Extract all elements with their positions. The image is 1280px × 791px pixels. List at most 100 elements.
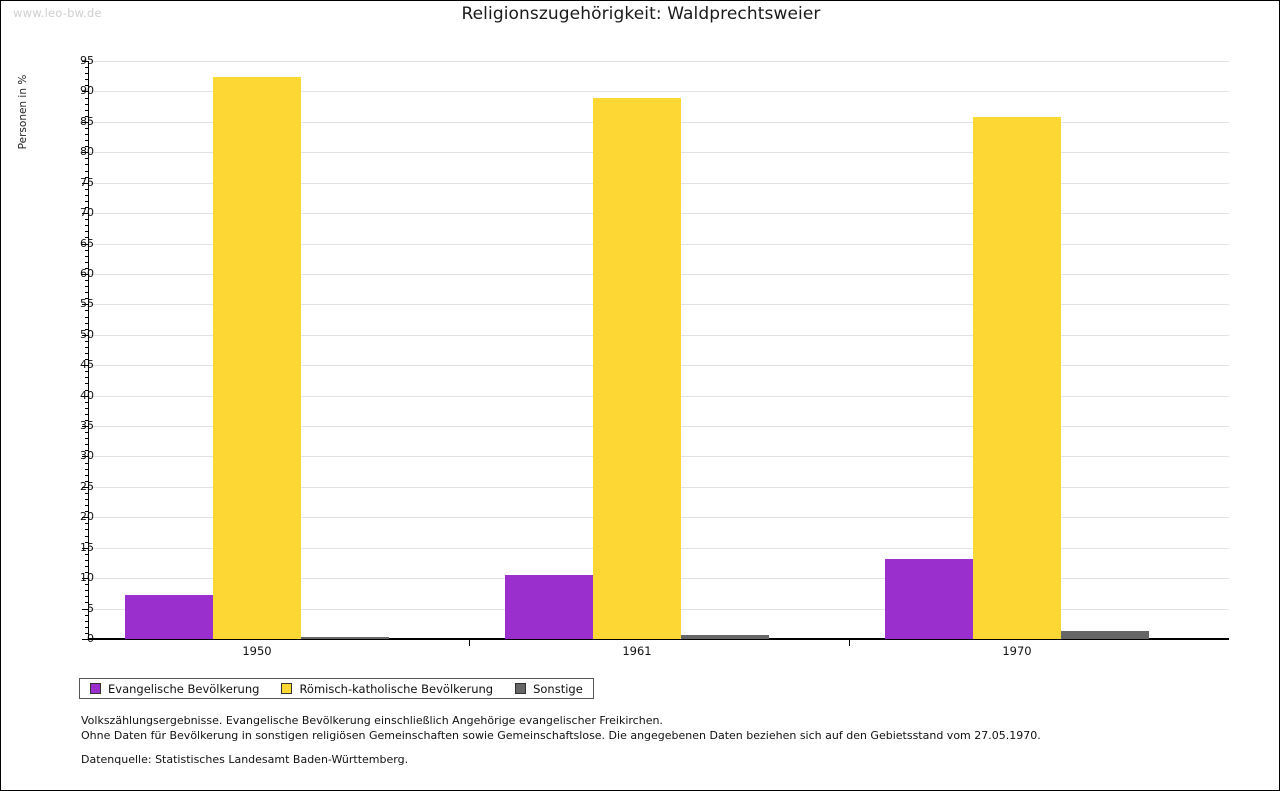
y-axis-tick-label: 95 bbox=[80, 54, 94, 67]
y-axis-minor-tick bbox=[85, 444, 88, 445]
y-axis-minor-tick bbox=[85, 207, 88, 208]
y-axis-minor-tick bbox=[85, 134, 88, 135]
y-axis-tick bbox=[82, 487, 88, 488]
y-axis-tick-label: 35 bbox=[80, 419, 94, 432]
y-axis-minor-tick bbox=[85, 237, 88, 238]
y-axis-minor-tick bbox=[85, 402, 88, 403]
y-axis-tick-label: 90 bbox=[80, 84, 94, 97]
y-axis-tick-label: 60 bbox=[80, 267, 94, 280]
y-axis-tick-label: 55 bbox=[80, 297, 94, 310]
y-axis-tick bbox=[82, 365, 88, 366]
y-axis-minor-tick bbox=[85, 615, 88, 616]
y-axis-minor-tick bbox=[85, 231, 88, 232]
y-axis-minor-tick bbox=[85, 171, 88, 172]
legend-item[interactable]: Sonstige bbox=[515, 682, 583, 696]
y-axis-minor-tick bbox=[85, 511, 88, 512]
y-axis-minor-tick bbox=[85, 262, 88, 263]
gridline bbox=[89, 61, 1229, 62]
y-axis-minor-tick bbox=[85, 250, 88, 251]
y-axis-tick bbox=[82, 396, 88, 397]
y-axis-minor-tick bbox=[85, 463, 88, 464]
y-axis-tick-label: 10 bbox=[80, 571, 94, 584]
y-axis-minor-tick bbox=[85, 195, 88, 196]
legend-item[interactable]: Evangelische Bevölkerung bbox=[90, 682, 259, 696]
y-axis-minor-tick bbox=[85, 414, 88, 415]
y-axis-minor-tick bbox=[85, 201, 88, 202]
y-axis-minor-tick bbox=[85, 79, 88, 80]
bar bbox=[213, 77, 301, 639]
bar bbox=[301, 637, 389, 639]
footnote-line-2: Ohne Daten für Bevölkerung in sonstigen … bbox=[81, 729, 1041, 742]
y-axis-minor-tick bbox=[85, 420, 88, 421]
y-axis-line bbox=[88, 61, 89, 640]
y-axis-minor-tick bbox=[85, 347, 88, 348]
y-axis-minor-tick bbox=[85, 481, 88, 482]
y-axis-minor-tick bbox=[85, 73, 88, 74]
y-axis-minor-tick bbox=[85, 116, 88, 117]
y-axis-tick-label: 50 bbox=[80, 328, 94, 341]
legend-swatch-icon bbox=[90, 683, 101, 694]
y-axis-minor-tick bbox=[85, 298, 88, 299]
y-axis-minor-tick bbox=[85, 67, 88, 68]
y-axis-minor-tick bbox=[85, 225, 88, 226]
y-axis-minor-tick bbox=[85, 450, 88, 451]
footnote-line-1: Volkszählungsergebnisse. Evangelische Be… bbox=[81, 714, 663, 727]
y-axis-tick-label: 80 bbox=[80, 145, 94, 158]
y-axis-minor-tick bbox=[85, 627, 88, 628]
y-axis-tick-label: 65 bbox=[80, 237, 94, 250]
y-axis-minor-tick bbox=[85, 572, 88, 573]
y-axis-minor-tick bbox=[85, 323, 88, 324]
watermark: www.leo-bw.de bbox=[13, 6, 102, 20]
y-axis-minor-tick bbox=[85, 359, 88, 360]
y-axis-minor-tick bbox=[85, 560, 88, 561]
y-axis-tick-label: 15 bbox=[80, 541, 94, 554]
y-axis-tick bbox=[82, 122, 88, 123]
y-axis-tick-label: 40 bbox=[80, 389, 94, 402]
y-axis-tick bbox=[82, 213, 88, 214]
y-axis-tick bbox=[82, 91, 88, 92]
y-axis-minor-tick bbox=[85, 529, 88, 530]
y-axis-minor-tick bbox=[85, 256, 88, 257]
y-axis-tick-label: 30 bbox=[80, 449, 94, 462]
y-axis-minor-tick bbox=[85, 140, 88, 141]
legend-item[interactable]: Römisch-katholische Bevölkerung bbox=[281, 682, 493, 696]
y-axis-tick-label: 25 bbox=[80, 480, 94, 493]
x-axis-tick-label: 1950 bbox=[242, 644, 272, 658]
x-axis-separator bbox=[849, 640, 850, 646]
y-axis-minor-tick bbox=[85, 292, 88, 293]
y-axis-tick bbox=[82, 152, 88, 153]
x-axis-line bbox=[89, 638, 1229, 640]
legend-label: Sonstige bbox=[533, 681, 583, 696]
legend-label: Römisch-katholische Bevölkerung bbox=[299, 681, 494, 696]
bar bbox=[505, 575, 593, 639]
y-axis-tick-label: 75 bbox=[80, 176, 94, 189]
y-axis-minor-tick bbox=[85, 536, 88, 537]
y-axis-tick-label: 45 bbox=[80, 358, 94, 371]
y-axis-minor-tick bbox=[85, 469, 88, 470]
y-axis-minor-tick bbox=[85, 353, 88, 354]
y-axis-tick bbox=[82, 456, 88, 457]
y-axis-minor-tick bbox=[85, 383, 88, 384]
y-axis-minor-tick bbox=[85, 98, 88, 99]
y-axis-minor-tick bbox=[85, 499, 88, 500]
x-axis-tick-label: 1970 bbox=[1002, 644, 1032, 658]
legend-swatch-icon bbox=[281, 683, 293, 694]
y-axis-minor-tick bbox=[85, 584, 88, 585]
legend-label: Evangelische Bevölkerung bbox=[108, 681, 260, 696]
y-axis-minor-tick bbox=[85, 566, 88, 567]
y-axis-tick-label: 20 bbox=[80, 510, 94, 523]
y-axis-minor-tick bbox=[85, 286, 88, 287]
x-axis-separator bbox=[469, 640, 470, 646]
y-axis-minor-tick bbox=[85, 164, 88, 165]
y-axis-tick bbox=[82, 548, 88, 549]
y-axis-tick bbox=[82, 304, 88, 305]
y-axis-minor-tick bbox=[85, 505, 88, 506]
y-axis-minor-tick bbox=[85, 104, 88, 105]
bar bbox=[1061, 631, 1149, 639]
y-axis-tick bbox=[82, 578, 88, 579]
y-axis-minor-tick bbox=[85, 146, 88, 147]
chart-legend: Evangelische Bevölkerung Römisch-katholis… bbox=[79, 678, 594, 699]
y-axis-minor-tick bbox=[85, 493, 88, 494]
y-axis-minor-tick bbox=[85, 371, 88, 372]
